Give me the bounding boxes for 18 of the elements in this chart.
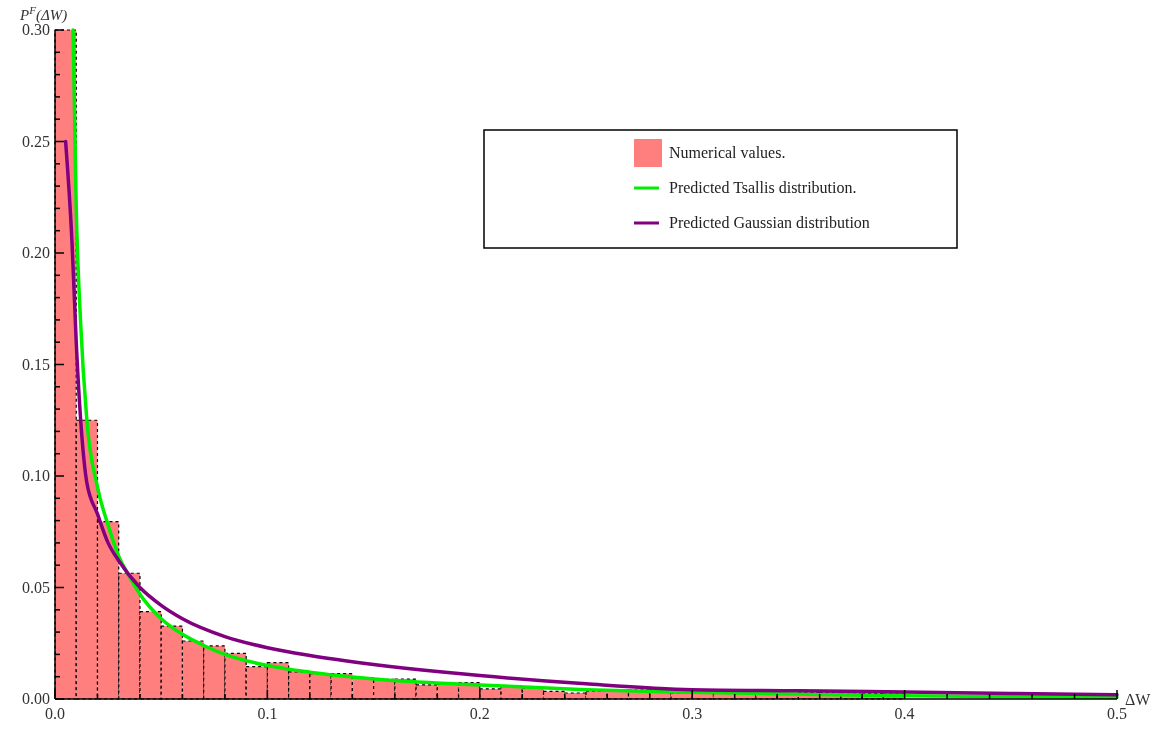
y-tick-label: 0.25 [22,132,50,150]
x-axis-title: ΔW [1125,691,1152,708]
legend-label: Numerical values. [669,144,786,161]
y-tick-label: 0.00 [22,690,50,707]
x-tick-label: 0.3 [682,705,703,722]
y-tick-label: 0.05 [22,578,50,596]
x-tick-label: 0.5 [1107,705,1127,722]
legend-label: Predicted Gaussian distribution [669,214,870,231]
legend-label: Predicted Tsallis distribution. [669,179,857,196]
x-tick-label: 0.0 [45,705,65,722]
y-tick-label: 0.10 [22,467,50,484]
y-tick-label: 0.20 [22,244,50,261]
line-series [71,28,1119,699]
x-tick-label: 0.1 [257,705,278,722]
x-tick-label: 0.4 [894,705,915,722]
y-tick-label: 0.15 [22,355,50,373]
x-tick-label: 0.2 [469,705,490,722]
y-axis-title: P$^{F}$(ΔW) [19,4,68,24]
